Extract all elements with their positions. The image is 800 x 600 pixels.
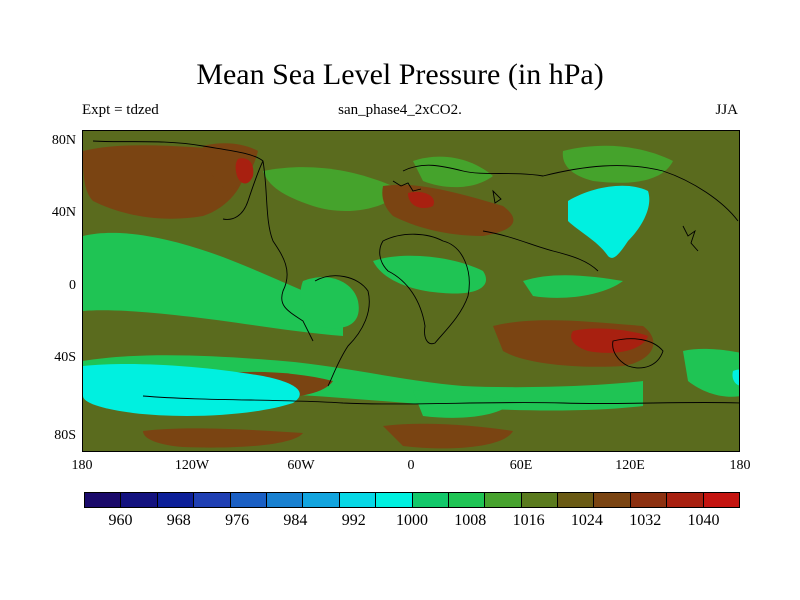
colorbar-tick-label: 984 (283, 512, 308, 529)
map-title: Mean Sea Level Pressure (in hPa) (196, 58, 604, 91)
colorbar-swatch (703, 493, 740, 507)
colorbar-tick-label: 1000 (396, 512, 428, 529)
colorbar-swatch (594, 493, 631, 507)
colorbar-tick-label: 992 (341, 512, 366, 529)
colorbar-swatch (303, 493, 340, 507)
lat-label-0: 0 (69, 278, 76, 293)
map-subtitle: san_phase4_2xCO2. (338, 102, 462, 118)
colorbar-swatch (448, 493, 486, 507)
colorbar-swatch (667, 493, 704, 507)
colorbar-tick-label: 1032 (629, 512, 662, 529)
colorbar-tick-label: 1024 (570, 512, 603, 529)
lon-label-180e: 180 (729, 458, 751, 473)
colorbar-tick-label: 968 (166, 512, 191, 529)
lat-label-80s: 80S (54, 428, 76, 443)
colorbar-swatch (266, 493, 304, 507)
season-label: JJA (715, 102, 738, 118)
colorbar-swatch (558, 493, 595, 507)
colorbar-tick-label: 1008 (454, 512, 487, 529)
colorbar-swatch (230, 493, 267, 507)
colorbar-swatch (157, 493, 195, 507)
lat-label-40n: 40N (51, 205, 76, 220)
lon-label-180w: 180 (71, 458, 93, 473)
colorbar-swatch (521, 493, 559, 507)
colorbar-swatch (85, 493, 122, 507)
pressure-map (82, 130, 740, 452)
colorbar-tick-label: 976 (225, 512, 250, 529)
colorbar-swatch (412, 493, 449, 507)
lat-label-40s: 40S (54, 350, 76, 365)
colorbar (84, 492, 740, 508)
colorbar-tick-label: 960 (108, 512, 133, 529)
colorbar-tick-label: 1040 (687, 512, 720, 529)
colorbar-swatch (339, 493, 377, 507)
colorbar-swatch (376, 493, 413, 507)
colorbar-swatch (121, 493, 158, 507)
experiment-label: Expt = tdzed (82, 102, 159, 118)
colorbar-swatch (485, 493, 522, 507)
lon-label-60e: 60E (509, 458, 533, 473)
lon-label-0: 0 (407, 458, 415, 473)
colorbar-swatch (630, 493, 668, 507)
colorbar-swatch (194, 493, 231, 507)
lon-label-60w: 60W (287, 458, 315, 473)
colorbar-tick-label: 1016 (512, 512, 545, 529)
lon-label-120w: 120W (174, 458, 210, 473)
lat-label-80n: 80N (51, 133, 76, 148)
pressure-field (83, 131, 739, 451)
lon-label-120e: 120E (615, 458, 645, 473)
